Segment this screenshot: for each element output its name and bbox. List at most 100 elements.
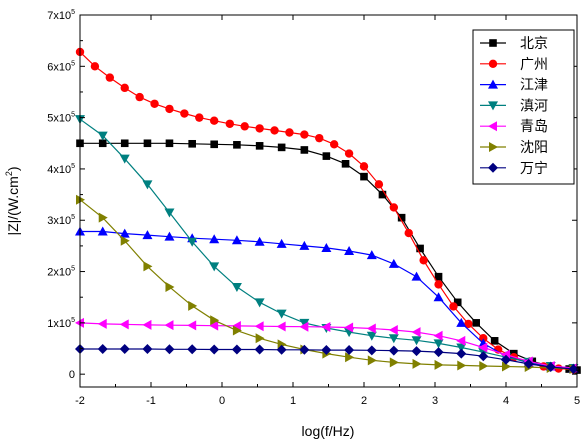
series-5-point [187,320,197,331]
series-1-point [378,190,387,199]
x-tick-label: -2 [75,395,85,407]
series-3-point [276,238,287,248]
x-tick-label: -1 [146,395,156,407]
series-2-point [150,99,159,108]
legend-marker [488,59,498,68]
y-axis-title: |Z|/(W.cm2) [4,166,21,235]
series-7-point [276,344,287,355]
series-6-point [345,352,355,363]
series-5-point [366,323,376,334]
series-7-point [344,345,355,356]
series-1-point [98,139,107,148]
series-3-point [164,231,175,241]
series-2-point [315,133,324,143]
series-6-point [188,300,198,311]
series-5-point [119,319,129,330]
series-1-point [210,140,218,149]
series-1-point [188,139,196,148]
series-4-point [187,237,198,247]
series-4-point [388,334,399,344]
series-2-point [255,124,264,133]
series-1-point [300,146,309,154]
series-5-point [231,320,241,331]
series-2-point [105,73,115,82]
series-5-point [97,318,107,329]
legend-label: 广州 [520,57,548,73]
series-6-point [120,235,130,246]
legend-marker [489,142,498,152]
legend-label: 滇河 [520,98,548,114]
y-tick-label: 2x105 [47,266,75,279]
x-tick-label: 1 [290,395,296,407]
series-3-point [97,226,108,236]
series-7-point [366,345,377,356]
series-7-point [187,344,198,355]
series-7-point [321,345,332,356]
series-3-point [456,317,467,327]
series-7-point [254,344,265,355]
series-5-point [276,321,286,332]
series-4-point [97,131,108,141]
series-5-point [411,327,421,338]
legend-marker [488,162,498,173]
series-5-point [433,330,443,341]
series-4-point [276,309,287,319]
series-3-point [321,242,332,252]
series-2-line [79,51,574,371]
series-1-point [472,319,480,327]
series-4-point [119,154,130,164]
series-2-point [374,180,384,189]
series-2-point [479,334,488,343]
series-7-point [119,344,130,355]
y-tick-label: 0 [69,369,75,381]
series-4-point [366,331,377,341]
series-6-point [412,358,422,369]
series-1-point [120,139,129,148]
series-5-point [321,321,331,332]
series-3-point [209,234,220,244]
legend-label: 万宁 [520,160,548,177]
series-7-point [545,361,556,372]
series-2-group [75,47,578,374]
series-1-point [360,172,368,181]
series-6-point [98,212,108,223]
series-2-point [135,92,144,102]
series-6-point [389,357,399,368]
series-5-point [456,335,466,346]
series-5-point [344,322,354,333]
series-3-point [142,230,153,240]
series-4-point [164,208,175,218]
series-7-point [478,351,489,362]
series-2-point [285,128,294,137]
series-1-point [490,337,499,345]
series-5-point [299,321,309,332]
series-2-point [270,126,279,135]
series-1-point [341,160,350,168]
series-2-point [120,83,129,93]
legend-marker [489,39,497,47]
series-2-point [389,203,399,212]
series-3-point [366,250,377,260]
x-tick-label: 2 [361,395,367,407]
x-tick-label: 0 [219,395,225,407]
series-4-point [411,336,422,346]
series-2-point [195,113,204,122]
series-2-point [419,256,428,265]
series-1-point [434,272,443,281]
y-tick-label: 1x105 [47,317,75,330]
axes-layer: -2 -1 0 1 2 3 4 5 0 1x105 2x105 3x105 4x105 5x105 6x10… [47,9,580,407]
y-tick-label: 4x105 [47,163,75,176]
legend-label: 北京 [520,36,548,52]
series-7-point [456,348,467,359]
series-2-point [90,62,100,71]
series-3-point [344,246,355,256]
series-7-point [411,346,422,357]
y-tick-label: 7x105 [47,9,75,22]
series-6-point [479,360,489,371]
series-1-point [165,139,174,148]
series-4-point [433,339,444,349]
series-1-point [277,143,286,152]
series-4-point [142,180,153,190]
